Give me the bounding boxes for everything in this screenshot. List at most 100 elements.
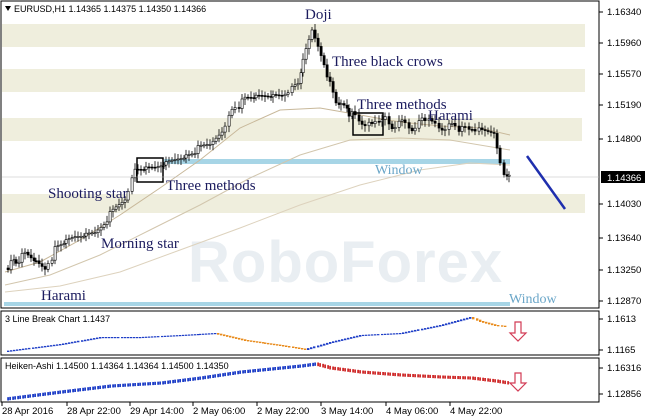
- line-break-bar: [130, 337, 133, 339]
- heiken-ashi-bar: [279, 366, 281, 370]
- candle-body: [139, 169, 143, 171]
- line-break-bar: [38, 346, 41, 349]
- price-level-2: 1.15960: [607, 38, 641, 49]
- candle-body: [56, 245, 60, 247]
- heiken-ashi-bar: [202, 376, 204, 380]
- line-break-bar: [208, 333, 211, 335]
- line-break-bar: [173, 335, 176, 337]
- price-level-6: 1.14030: [607, 199, 641, 210]
- line-break-bar: [65, 342, 68, 345]
- heiken-ashi-bar: [289, 365, 291, 369]
- line-break-bar: [374, 334, 377, 336]
- candle-body: [507, 174, 511, 177]
- candle-body: [117, 204, 121, 208]
- heiken-ashi-bar: [462, 376, 464, 380]
- candle-body: [150, 166, 154, 169]
- line-break-bar: [145, 336, 148, 338]
- heiken-ashi-bar: [109, 384, 111, 388]
- line-break-bar: [247, 340, 250, 342]
- candle-body: [293, 84, 297, 87]
- heiken-ashi-bar: [479, 377, 481, 381]
- candle-body: [280, 94, 284, 97]
- candle-body: [32, 257, 36, 262]
- heiken-ashi-level-1: 1.16316: [607, 363, 641, 374]
- heiken-ashi-bar: [322, 363, 324, 368]
- heiken-ashi-bar: [297, 364, 299, 368]
- label-doji: Doji: [305, 7, 332, 23]
- heiken-ashi-bar: [152, 381, 154, 386]
- price-level-3: 1.15570: [607, 69, 641, 80]
- heiken-ashi-bar: [384, 372, 386, 376]
- line-break-bar: [408, 331, 411, 333]
- candle-body: [26, 251, 30, 256]
- line-break-bar: [439, 325, 442, 327]
- candle-body: [322, 55, 326, 66]
- heiken-ashi-bar: [102, 385, 104, 389]
- heiken-ashi-bar: [209, 375, 211, 379]
- line-break-bar: [353, 336, 356, 339]
- candle-body: [164, 161, 168, 166]
- candle-body: [182, 157, 186, 160]
- heiken-ashi-bar: [57, 390, 59, 395]
- heiken-ashi-bar: [282, 366, 284, 370]
- line-break-bar: [469, 317, 472, 319]
- line-break-bar: [387, 333, 390, 335]
- candle-body: [223, 125, 227, 133]
- heiken-ashi-bar: [39, 393, 41, 397]
- line-break-bar: [457, 320, 460, 322]
- heiken-ashi-bar: [139, 382, 141, 386]
- candle-body: [173, 159, 177, 161]
- candle-body: [387, 116, 391, 125]
- candle-body: [473, 129, 477, 132]
- candle-body: [67, 238, 71, 240]
- candle-body: [313, 29, 317, 39]
- candle-body: [126, 191, 130, 201]
- heiken-ashi-bar: [254, 369, 256, 373]
- line-break-bar: [411, 330, 414, 333]
- heiken-ashi-bar: [309, 363, 311, 367]
- heiken-ashi-bar: [79, 388, 81, 392]
- line-break-bar: [157, 336, 160, 338]
- time-axis: 28 Apr 2016 28 Apr 22:00 29 Apr 14:00 2 …: [1, 402, 502, 417]
- candle-body: [205, 144, 209, 146]
- heiken-ashi-bar: [67, 389, 69, 393]
- line-break-bar: [108, 337, 111, 339]
- candle-body: [114, 206, 118, 210]
- zone-3: [2, 118, 582, 141]
- candle-body: [34, 260, 38, 263]
- candle-body: [417, 120, 421, 129]
- price-level-7: 1.13640: [607, 233, 641, 244]
- line-break-bar: [167, 335, 170, 337]
- candle-body: [460, 126, 464, 132]
- line-break-bar: [127, 337, 130, 339]
- line-break-bar: [396, 333, 399, 335]
- line-break-bar: [74, 341, 77, 343]
- line-break-bar: [10, 350, 13, 352]
- heiken-ashi-bar: [349, 368, 351, 373]
- price-axis: 1.16340 1.15960 1.15570 1.15190 1.14800 …: [599, 7, 645, 307]
- heiken-ashi-bar: [112, 384, 114, 388]
- collapse-triangle-icon[interactable]: [5, 6, 11, 11]
- line-break-bar: [139, 337, 142, 339]
- heiken-ashi-bar: [219, 373, 221, 377]
- candle-body: [252, 97, 256, 99]
- candle-body: [159, 165, 163, 168]
- candle-body: [489, 131, 493, 133]
- line-break-bar: [347, 337, 350, 340]
- zone-1: [2, 24, 585, 47]
- heiken-ashi-bar: [107, 384, 109, 389]
- line-break-bar: [235, 337, 238, 339]
- heiken-ashi-bar: [357, 369, 359, 374]
- heiken-ashi-bar: [302, 364, 304, 368]
- heiken-ashi-bar: [502, 380, 504, 384]
- line-break-bar: [399, 333, 402, 335]
- heiken-ashi-bar: [134, 383, 136, 387]
- heiken-ashi-bar: [317, 362, 319, 367]
- line-break-bar: [32, 347, 35, 349]
- line-break-bar: [384, 333, 387, 335]
- line-break-bar: [197, 334, 200, 336]
- heiken-ashi-bar: [199, 376, 201, 380]
- candle-body: [483, 129, 487, 131]
- line-break-bar: [211, 333, 214, 335]
